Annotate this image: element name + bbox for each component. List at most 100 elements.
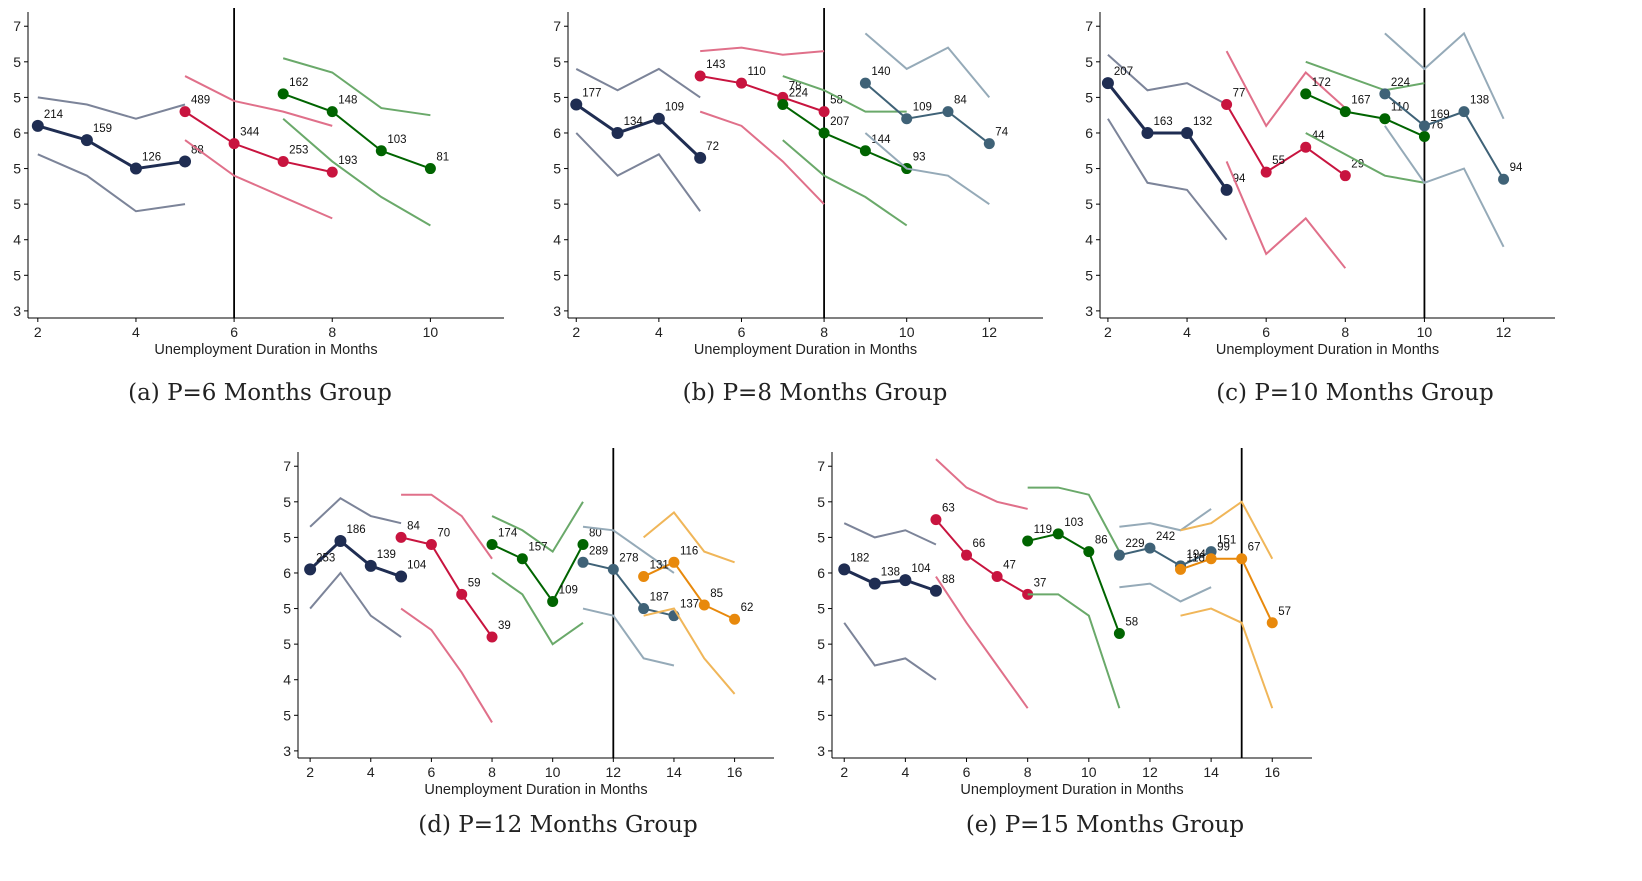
series-3-point <box>1458 106 1470 118</box>
series-0-point <box>1141 126 1154 139</box>
series-0-point <box>80 134 93 147</box>
series-4-point <box>1205 553 1217 565</box>
series-1-point <box>961 549 973 561</box>
series-1-lower-bound <box>935 575 1029 709</box>
x-tick-label: 2 <box>840 764 848 780</box>
series-1-data-label: 70 <box>437 528 450 540</box>
series-4-point <box>1266 617 1278 629</box>
series-2-data-label: 148 <box>338 95 357 107</box>
caption-c: (c) P=10 Months Group <box>1216 380 1494 406</box>
series-3-data-label: 278 <box>619 552 638 564</box>
y-tick-label: 3 <box>553 303 561 319</box>
x-tick-label: 10 <box>1417 324 1433 340</box>
series-4-data-label: 118 <box>1187 552 1205 564</box>
series-3-data-label: 109 <box>913 102 932 114</box>
series-2-point <box>1083 546 1095 558</box>
series-0-upper-bound <box>843 522 937 546</box>
series-0-point <box>1101 77 1114 90</box>
y-tick-label: 5 <box>283 494 291 510</box>
x-tick-label: 4 <box>132 324 140 340</box>
series-0-point <box>570 98 583 111</box>
y-tick-label: 7 <box>283 458 291 474</box>
y-tick-label: 7 <box>13 18 21 34</box>
series-2-point <box>818 127 830 139</box>
x-tick-label: 4 <box>655 324 663 340</box>
series-4-lower-bound <box>1180 607 1274 709</box>
x-tick-label: 2 <box>306 764 314 780</box>
series-4-line <box>643 561 736 621</box>
series-3-point <box>1379 88 1391 100</box>
y-tick-label: 3 <box>817 743 825 759</box>
y-tick-label: 5 <box>817 601 825 617</box>
series-3-point <box>1113 549 1125 561</box>
y-tick-label: 5 <box>553 196 561 212</box>
y-tick-label: 4 <box>1085 232 1093 248</box>
series-3-data-label: 169 <box>1430 109 1449 121</box>
series-0-data-label: 138 <box>881 567 900 579</box>
series-2-data-label: 103 <box>387 134 406 146</box>
y-tick-label: 6 <box>13 125 21 141</box>
y-tick-label: 6 <box>817 565 825 581</box>
series-2-point <box>1052 528 1064 540</box>
x-tick-label: 10 <box>1081 764 1097 780</box>
series-3-point <box>859 77 871 89</box>
y-tick-label: 6 <box>283 565 291 581</box>
series-2-lower-bound <box>1305 132 1425 184</box>
series-3-line <box>864 82 990 145</box>
series-1-point <box>1300 141 1312 153</box>
series-1-data-label: 59 <box>468 577 481 589</box>
series-1-point <box>228 138 240 150</box>
series-4-data-label: 57 <box>1278 606 1291 618</box>
series-4-data-label: 99 <box>1217 542 1230 554</box>
series-2-point <box>1113 627 1125 639</box>
y-tick-label: 5 <box>13 54 21 70</box>
series-1-point <box>1260 166 1272 178</box>
series-1-data-label: 253 <box>289 144 308 156</box>
x-tick-label: 2 <box>572 324 580 340</box>
series-0-point <box>31 119 44 132</box>
series-4-lower-bound <box>643 607 736 695</box>
series-0-point <box>1181 126 1194 139</box>
y-tick-label: 5 <box>1085 89 1093 105</box>
series-3-data-label: 242 <box>1156 531 1175 543</box>
series-4-data-label: 67 <box>1248 542 1261 554</box>
series-0-point <box>652 112 665 125</box>
series-0-lower-bound <box>37 153 186 213</box>
series-3-lower-bound <box>864 132 990 205</box>
series-0-lower-bound <box>575 132 701 212</box>
x-axis-label: Unemployment Duration in Months <box>424 782 647 798</box>
y-tick-label: 5 <box>13 267 21 283</box>
series-0-lower-bound <box>1107 118 1228 241</box>
series-2-data-label: 162 <box>289 77 308 89</box>
series-3-data-label: 229 <box>1125 538 1144 550</box>
y-tick-label: 5 <box>1085 196 1093 212</box>
series-0-data-label: 182 <box>850 552 869 564</box>
series-2-data-label: 93 <box>913 152 926 164</box>
series-2-point <box>424 163 436 175</box>
series-2-data-label: 80 <box>589 528 602 540</box>
series-3-line <box>1119 547 1212 567</box>
series-0-data-label: 72 <box>706 141 719 153</box>
series-1-lower-bound <box>1225 161 1347 269</box>
series-2-point <box>1300 88 1312 100</box>
series-2-data-label: 119 <box>1034 524 1052 536</box>
series-0-data-label: 134 <box>624 116 644 128</box>
y-tick-label: 5 <box>13 89 21 105</box>
y-tick-label: 3 <box>283 743 291 759</box>
series-1-data-label: 489 <box>191 95 210 107</box>
series-1-upper-bound <box>184 75 333 127</box>
series-2-point <box>486 539 498 551</box>
y-tick-label: 5 <box>553 89 561 105</box>
series-2-point <box>577 539 589 551</box>
panel-c: 3 5 4 5 5 6 5 5 7 2 4 6 8 10 12 Unemployment Duration i… <box>1085 0 1642 430</box>
x-tick-label: 6 <box>963 764 971 780</box>
x-axis-label: Unemployment Duration in Months <box>1216 342 1439 358</box>
y-tick-label: 7 <box>817 458 825 474</box>
series-2-data-label: 157 <box>528 542 547 554</box>
series-4-data-label: 85 <box>710 588 723 600</box>
y-tick-label: 4 <box>817 672 825 688</box>
y-tick-label: 6 <box>553 125 561 141</box>
x-tick-label: 6 <box>1262 324 1270 340</box>
series-0-data-label: 104 <box>911 563 931 575</box>
series-0-upper-bound <box>309 497 402 528</box>
